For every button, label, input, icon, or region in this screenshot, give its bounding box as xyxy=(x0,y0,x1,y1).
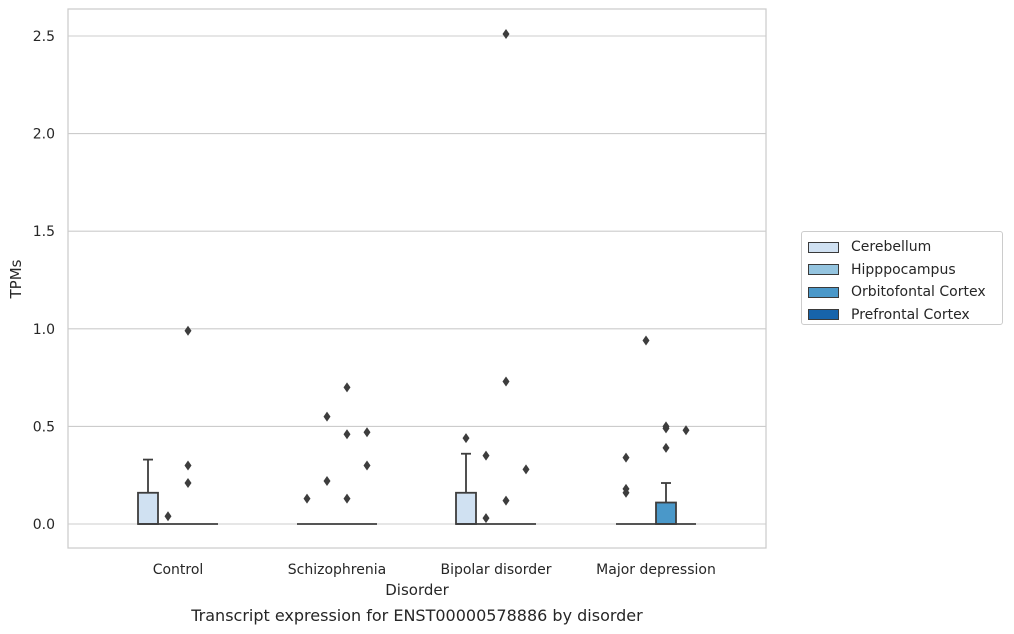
outlier-point xyxy=(662,421,670,432)
plot-frame xyxy=(67,8,767,549)
outlier-point xyxy=(522,464,530,475)
outlier-point xyxy=(622,452,630,463)
legend: Cerebellum Hipppocampus Orbitofontal Corte… xyxy=(801,231,1003,325)
outlier-point xyxy=(343,382,351,393)
x-tick-label: Control xyxy=(153,562,204,578)
outlier-point xyxy=(482,450,490,461)
box-group-orbitofontal-cortex xyxy=(655,421,677,525)
legend-item: Hipppocampus xyxy=(808,259,1002,282)
x-axis-label: Disorder xyxy=(385,581,449,599)
box-group-prefrontal-cortex xyxy=(516,464,536,525)
y-tick-label: 0.5 xyxy=(33,419,55,435)
outlier-point xyxy=(343,493,351,504)
outlier-point xyxy=(502,376,510,387)
legend-label: Cerebellum xyxy=(851,239,932,256)
box-group-hipppocampus xyxy=(636,335,656,525)
outlier-point xyxy=(502,495,510,506)
y-tick-label: 1.5 xyxy=(33,224,55,240)
box-group-hipppocampus xyxy=(158,511,178,525)
box-body xyxy=(655,501,677,525)
box-group-prefrontal-cortex xyxy=(357,427,377,525)
legend-label: Hipppocampus xyxy=(851,261,956,278)
outlier-point xyxy=(462,433,470,444)
y-tick-label: 2.0 xyxy=(33,127,55,143)
legend-item: Orbitofontal Cortex xyxy=(808,281,1002,304)
legend-swatch xyxy=(808,264,839,276)
legend-swatch xyxy=(808,286,839,298)
outlier-point xyxy=(682,425,690,436)
outlier-point xyxy=(323,476,331,487)
box-group-cerebellum xyxy=(455,433,477,525)
legend-label: Prefrontal Cortex xyxy=(851,306,970,323)
gridlines xyxy=(68,35,766,525)
y-tick-label: 0.0 xyxy=(33,517,55,533)
legend-item: Prefrontal Cortex xyxy=(808,304,1002,327)
box-plot-marks xyxy=(137,29,696,525)
y-axis-ticks: 0.0 0.5 1.0 1.5 2.0 2.5 xyxy=(33,29,55,533)
legend-swatch xyxy=(808,241,839,253)
legend-swatch xyxy=(808,309,839,321)
box-body xyxy=(137,491,159,525)
outlier-point xyxy=(482,513,490,524)
outlier-point xyxy=(303,493,311,504)
outlier-point xyxy=(323,411,331,422)
box-group-cerebellum xyxy=(297,493,317,525)
x-axis-ticks: Control Schizophrenia Bipolar disorder Majo… xyxy=(153,562,716,578)
y-tick-label: 1.0 xyxy=(33,322,55,338)
x-tick-label: Major depression xyxy=(596,562,716,578)
box-group-orbitofontal-cortex xyxy=(337,382,357,525)
outlier-point xyxy=(642,335,650,346)
outlier-point xyxy=(184,478,192,489)
legend-label: Orbitofontal Cortex xyxy=(851,284,986,301)
figure-caption: Transcript expression for ENST0000057888… xyxy=(191,606,643,625)
y-axis-label: TPMs xyxy=(7,259,25,299)
box-body xyxy=(455,491,477,525)
outlier-point xyxy=(363,460,371,471)
x-tick-label: Bipolar disorder xyxy=(440,562,551,578)
outlier-point xyxy=(164,511,172,522)
outlier-point xyxy=(662,442,670,453)
outlier-point xyxy=(363,427,371,438)
box-group-prefrontal-cortex xyxy=(676,425,696,525)
legend-item: Cerebellum xyxy=(808,236,1002,259)
box-group-cerebellum xyxy=(137,458,159,525)
outlier-point xyxy=(343,429,351,440)
box-group-hipppocampus xyxy=(317,411,337,525)
outlier-point xyxy=(184,460,192,471)
box-group-orbitofontal-cortex xyxy=(178,325,198,525)
outlier-point xyxy=(622,483,630,494)
outlier-point xyxy=(502,29,510,40)
outlier-point xyxy=(184,325,192,336)
x-tick-label: Schizophrenia xyxy=(288,562,386,578)
box-group-hipppocampus xyxy=(476,450,496,525)
y-tick-label: 2.5 xyxy=(33,29,55,45)
box-group-cerebellum xyxy=(616,452,636,525)
box-group-orbitofontal-cortex xyxy=(496,29,516,525)
